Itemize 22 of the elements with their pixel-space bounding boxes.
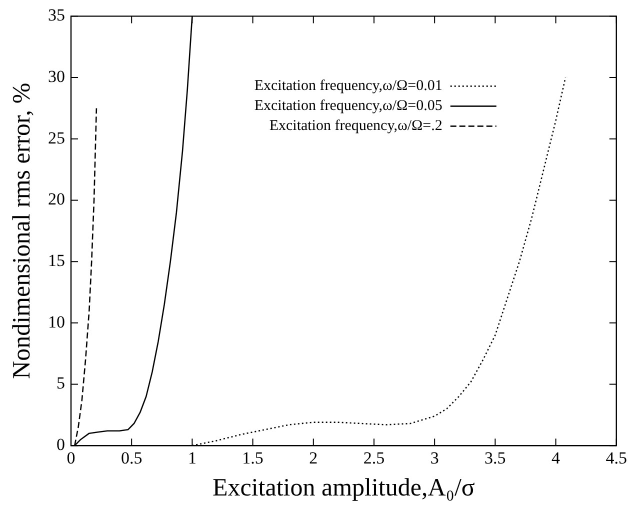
x-axis-title: Excitation amplitude,A₀/σ bbox=[212, 474, 476, 502]
x-tick-label: 4.5 bbox=[606, 448, 627, 468]
x-tick-label: 1.5 bbox=[242, 448, 264, 468]
y-tick-label: 15 bbox=[48, 251, 65, 270]
x-tick-label: 3.5 bbox=[484, 448, 506, 468]
x-tick-label: 0.5 bbox=[120, 448, 142, 468]
x-tick-label: 3 bbox=[430, 448, 439, 468]
legend-label: Excitation frequency,ω/Ω=0.05 bbox=[254, 98, 442, 114]
y-axis-title: Nondimensional rms error, % bbox=[8, 82, 36, 379]
x-tick-label: 2.5 bbox=[363, 448, 385, 468]
y-tick-label: 35 bbox=[48, 6, 65, 25]
y-tick-label: 0 bbox=[56, 435, 65, 454]
y-tick-label: 10 bbox=[48, 312, 65, 332]
x-tick-label: 1 bbox=[188, 448, 196, 468]
x-tick-label: 4 bbox=[552, 448, 561, 468]
y-tick-label: 20 bbox=[48, 190, 65, 209]
y-tick-label: 30 bbox=[48, 67, 65, 86]
legend-label: Excitation frequency,ω/Ω=0.01 bbox=[254, 78, 442, 94]
y-tick-label: 5 bbox=[56, 374, 65, 393]
x-tick-label: 2 bbox=[309, 448, 318, 468]
y-tick-label: 25 bbox=[48, 128, 65, 148]
legend-label: Excitation frequency,ω/Ω=.2 bbox=[269, 118, 442, 134]
